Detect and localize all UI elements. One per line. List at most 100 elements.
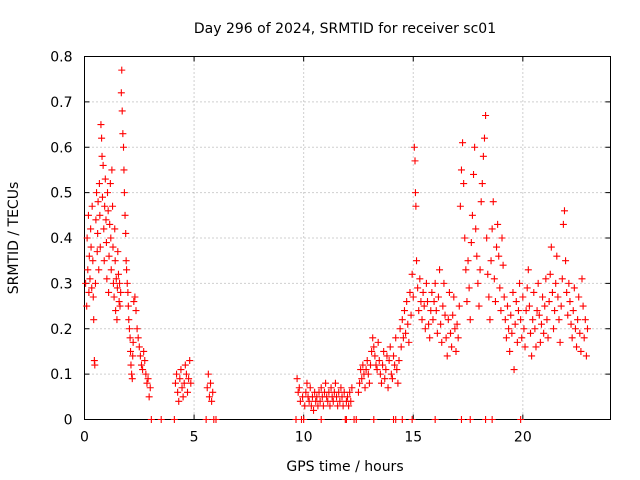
data-point [89,293,97,301]
data-point [462,266,470,274]
data-point [207,379,215,387]
data-point [442,334,450,342]
data-point [295,384,303,392]
data-point [175,397,183,405]
data-point [488,416,496,423]
data-point [122,229,130,237]
data-point [180,379,188,387]
data-point [103,275,111,283]
data-point [432,307,440,315]
plot-frame [84,56,611,420]
data-point [107,234,115,242]
data-point [479,152,487,160]
data-point [114,248,122,256]
data-point [91,279,99,287]
data-point [541,302,549,310]
data-point [303,379,311,387]
data-point [202,416,210,423]
data-point [488,225,496,233]
data-point [95,266,103,274]
data-point [551,307,559,315]
data-point [186,357,194,365]
data-point [518,334,526,342]
data-point [519,293,527,301]
x-tick-label: 5 [190,430,199,446]
data-point [552,279,560,287]
data-point [570,284,578,292]
data-point [375,357,383,365]
data-point [560,207,568,215]
data-point [100,225,108,233]
data-point [500,293,508,301]
y-tick-label: 0.7 [50,95,72,111]
y-axis-title: SRMTID / TECUs [6,182,22,295]
data-point [411,189,419,197]
data-point [490,275,498,283]
data-point [441,311,449,319]
data-point [120,189,128,197]
data-point [417,298,425,306]
data-point [145,393,153,401]
data-point [568,334,576,342]
data-point [506,347,514,355]
data-point [473,252,481,260]
data-point [120,143,128,151]
data-point [421,325,429,333]
data-point [463,298,471,306]
data-point [406,288,414,296]
data-point [109,279,117,287]
data-point [97,121,105,129]
data-point [179,393,187,401]
data-point [146,384,154,392]
data-point [550,325,558,333]
data-point [553,252,561,260]
data-point [440,279,448,287]
data-point [386,343,394,351]
data-point [85,252,93,260]
data-point [477,198,485,206]
data-point [478,180,486,188]
data-point [524,266,532,274]
data-point [419,288,427,296]
data-point [102,216,110,224]
data-point [395,357,403,365]
x-tick-label: 10 [295,430,313,446]
data-point [433,329,441,337]
data-point [383,352,391,360]
data-point [499,261,507,269]
data-point [208,397,216,405]
data-point [457,166,465,174]
data-point [317,416,325,423]
data-point [92,216,100,224]
y-tick-label: 0.2 [50,322,72,338]
data-point [110,293,118,301]
data-point [467,239,475,247]
data-point [347,397,355,405]
data-point [126,334,134,342]
grid [84,56,611,420]
data-point [102,239,110,247]
data-point [317,384,325,392]
data-point [322,379,330,387]
data-point [457,416,465,423]
data-point [127,347,135,355]
data-point [398,416,406,423]
data-point [482,111,490,119]
data-point [114,270,122,278]
data-point [123,279,131,287]
data-point [399,334,407,342]
data-point [415,307,423,315]
data-point [393,366,401,374]
data-point [459,139,467,147]
data-point [112,275,120,283]
data-point [431,416,439,423]
y-tick-label: 0.6 [50,140,72,156]
data-point [453,320,461,328]
data-point [376,370,384,378]
y-tick-label: 0.8 [50,50,72,66]
data-point [388,375,396,383]
data-point [505,325,513,333]
data-point [173,370,181,378]
data-point [83,234,91,242]
data-point [373,366,381,374]
